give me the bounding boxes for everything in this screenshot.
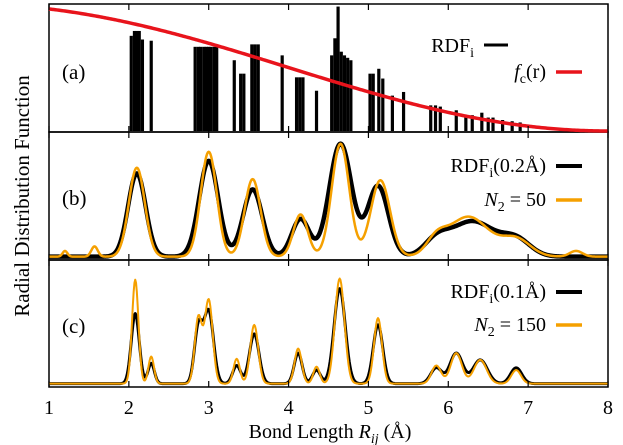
rdf-stick-5 (149, 40, 153, 131)
rdf-stick-11 (207, 46, 211, 131)
rdf-stick-20 (256, 44, 260, 131)
legend-c-item-1: RDFi(0.1Å) (450, 281, 546, 307)
rdf-stick-30 (342, 55, 347, 131)
x-tick-label-5: 5 (363, 397, 373, 419)
rdf-stick-43 (464, 115, 468, 131)
rdf-stick-35 (377, 68, 381, 131)
legend-b: RDFi(0.2Å) N2 = 50 (450, 155, 582, 215)
rdf-stick-16 (239, 73, 243, 131)
rdf-stick-4 (140, 39, 145, 131)
rdf-stick-0 (129, 35, 133, 132)
rdf-stick-29 (339, 51, 343, 132)
rdf-stick-9 (202, 46, 206, 131)
rdf-stick-27 (333, 38, 337, 131)
rdf-stick-1 (132, 30, 137, 131)
panel-b-label: (b) (62, 186, 87, 210)
rdf-stick-42 (454, 110, 458, 131)
panel-1-series-1 (48, 142, 609, 258)
panel-2-series-1 (48, 277, 609, 385)
rdf-stick-17 (242, 73, 246, 131)
rdf-stick-22 (294, 77, 299, 131)
rdf-stick-45 (480, 112, 484, 131)
rdf-stick-32 (349, 60, 353, 131)
rdf-stick-12 (209, 46, 213, 131)
rdf-stick-2 (135, 30, 139, 131)
x-tick-label-3: 3 (204, 397, 214, 419)
x-tick-label-1: 1 (44, 397, 54, 419)
rdf-stick-31 (346, 57, 350, 131)
rdf-stick-13 (212, 46, 216, 131)
rdf-stick-37 (390, 95, 394, 131)
rdf-stick-39 (429, 105, 433, 131)
rdf-stick-6 (193, 46, 197, 131)
rdf-stick-15 (232, 60, 236, 131)
legend-a-item-1: RDFi (431, 35, 474, 61)
rdf-stick-44 (470, 115, 474, 131)
rdf-stick-48 (500, 120, 505, 131)
fc-cutoff-curve (48, 7, 608, 133)
rdf-stick-14 (215, 46, 219, 131)
y-axis-label: Radial Distribution Function (10, 75, 34, 317)
x-tick-label-7: 7 (523, 397, 533, 419)
rdf-stick-34 (371, 73, 375, 131)
panel-c-frame (48, 259, 609, 388)
x-tick-label-8: 8 (603, 397, 613, 419)
rdf-stick-23 (298, 77, 302, 131)
legend-b-item-1: RDFi(0.2Å) (450, 155, 546, 181)
x-axis-label: Bond Length Rij (Å) (249, 421, 412, 445)
x-tick-label-6: 6 (443, 397, 453, 419)
rdf-stick-38 (401, 91, 406, 131)
legend-b-item-2: N2 = 50 (483, 189, 546, 215)
rdf-stick-36 (381, 78, 385, 131)
rdf-stick-49 (510, 121, 514, 131)
x-tick-label-4: 4 (284, 397, 294, 419)
panel-a-label: (a) (62, 60, 85, 84)
tick-layer: 1 2 3 4 5 6 7 8 (44, 4, 613, 419)
rdf-stick-28 (336, 6, 340, 132)
panel-c-label: (c) (62, 314, 85, 338)
legend-a: RDFi fc(r) (431, 35, 582, 87)
legend-a-item-2: fc(r) (514, 61, 546, 87)
rdf-stick-26 (330, 55, 334, 131)
rdf-stick-33 (368, 73, 372, 131)
legend-c-item-2: N2 = 150 (473, 314, 546, 340)
rdf-stick-24 (301, 77, 305, 131)
plot-layer (47, 6, 610, 386)
rdf-stick-19 (253, 44, 257, 131)
rdf-stick-3 (137, 30, 141, 131)
x-tick-label-2: 2 (124, 397, 134, 419)
rdf-stick-47 (491, 117, 495, 131)
rdf-stick-40 (433, 105, 438, 131)
rdf-stick-41 (438, 106, 442, 131)
legend-c: RDFi(0.1Å) N2 = 150 (450, 281, 582, 340)
rdf-stick-46 (486, 117, 490, 131)
rdf-stick-10 (204, 46, 208, 131)
rdf-stick-8 (199, 46, 203, 131)
rdf-stick-7 (196, 46, 200, 131)
rdf-stick-21 (280, 55, 284, 131)
rdf-stick-25 (314, 90, 319, 131)
rdf-stick-18 (250, 44, 254, 131)
